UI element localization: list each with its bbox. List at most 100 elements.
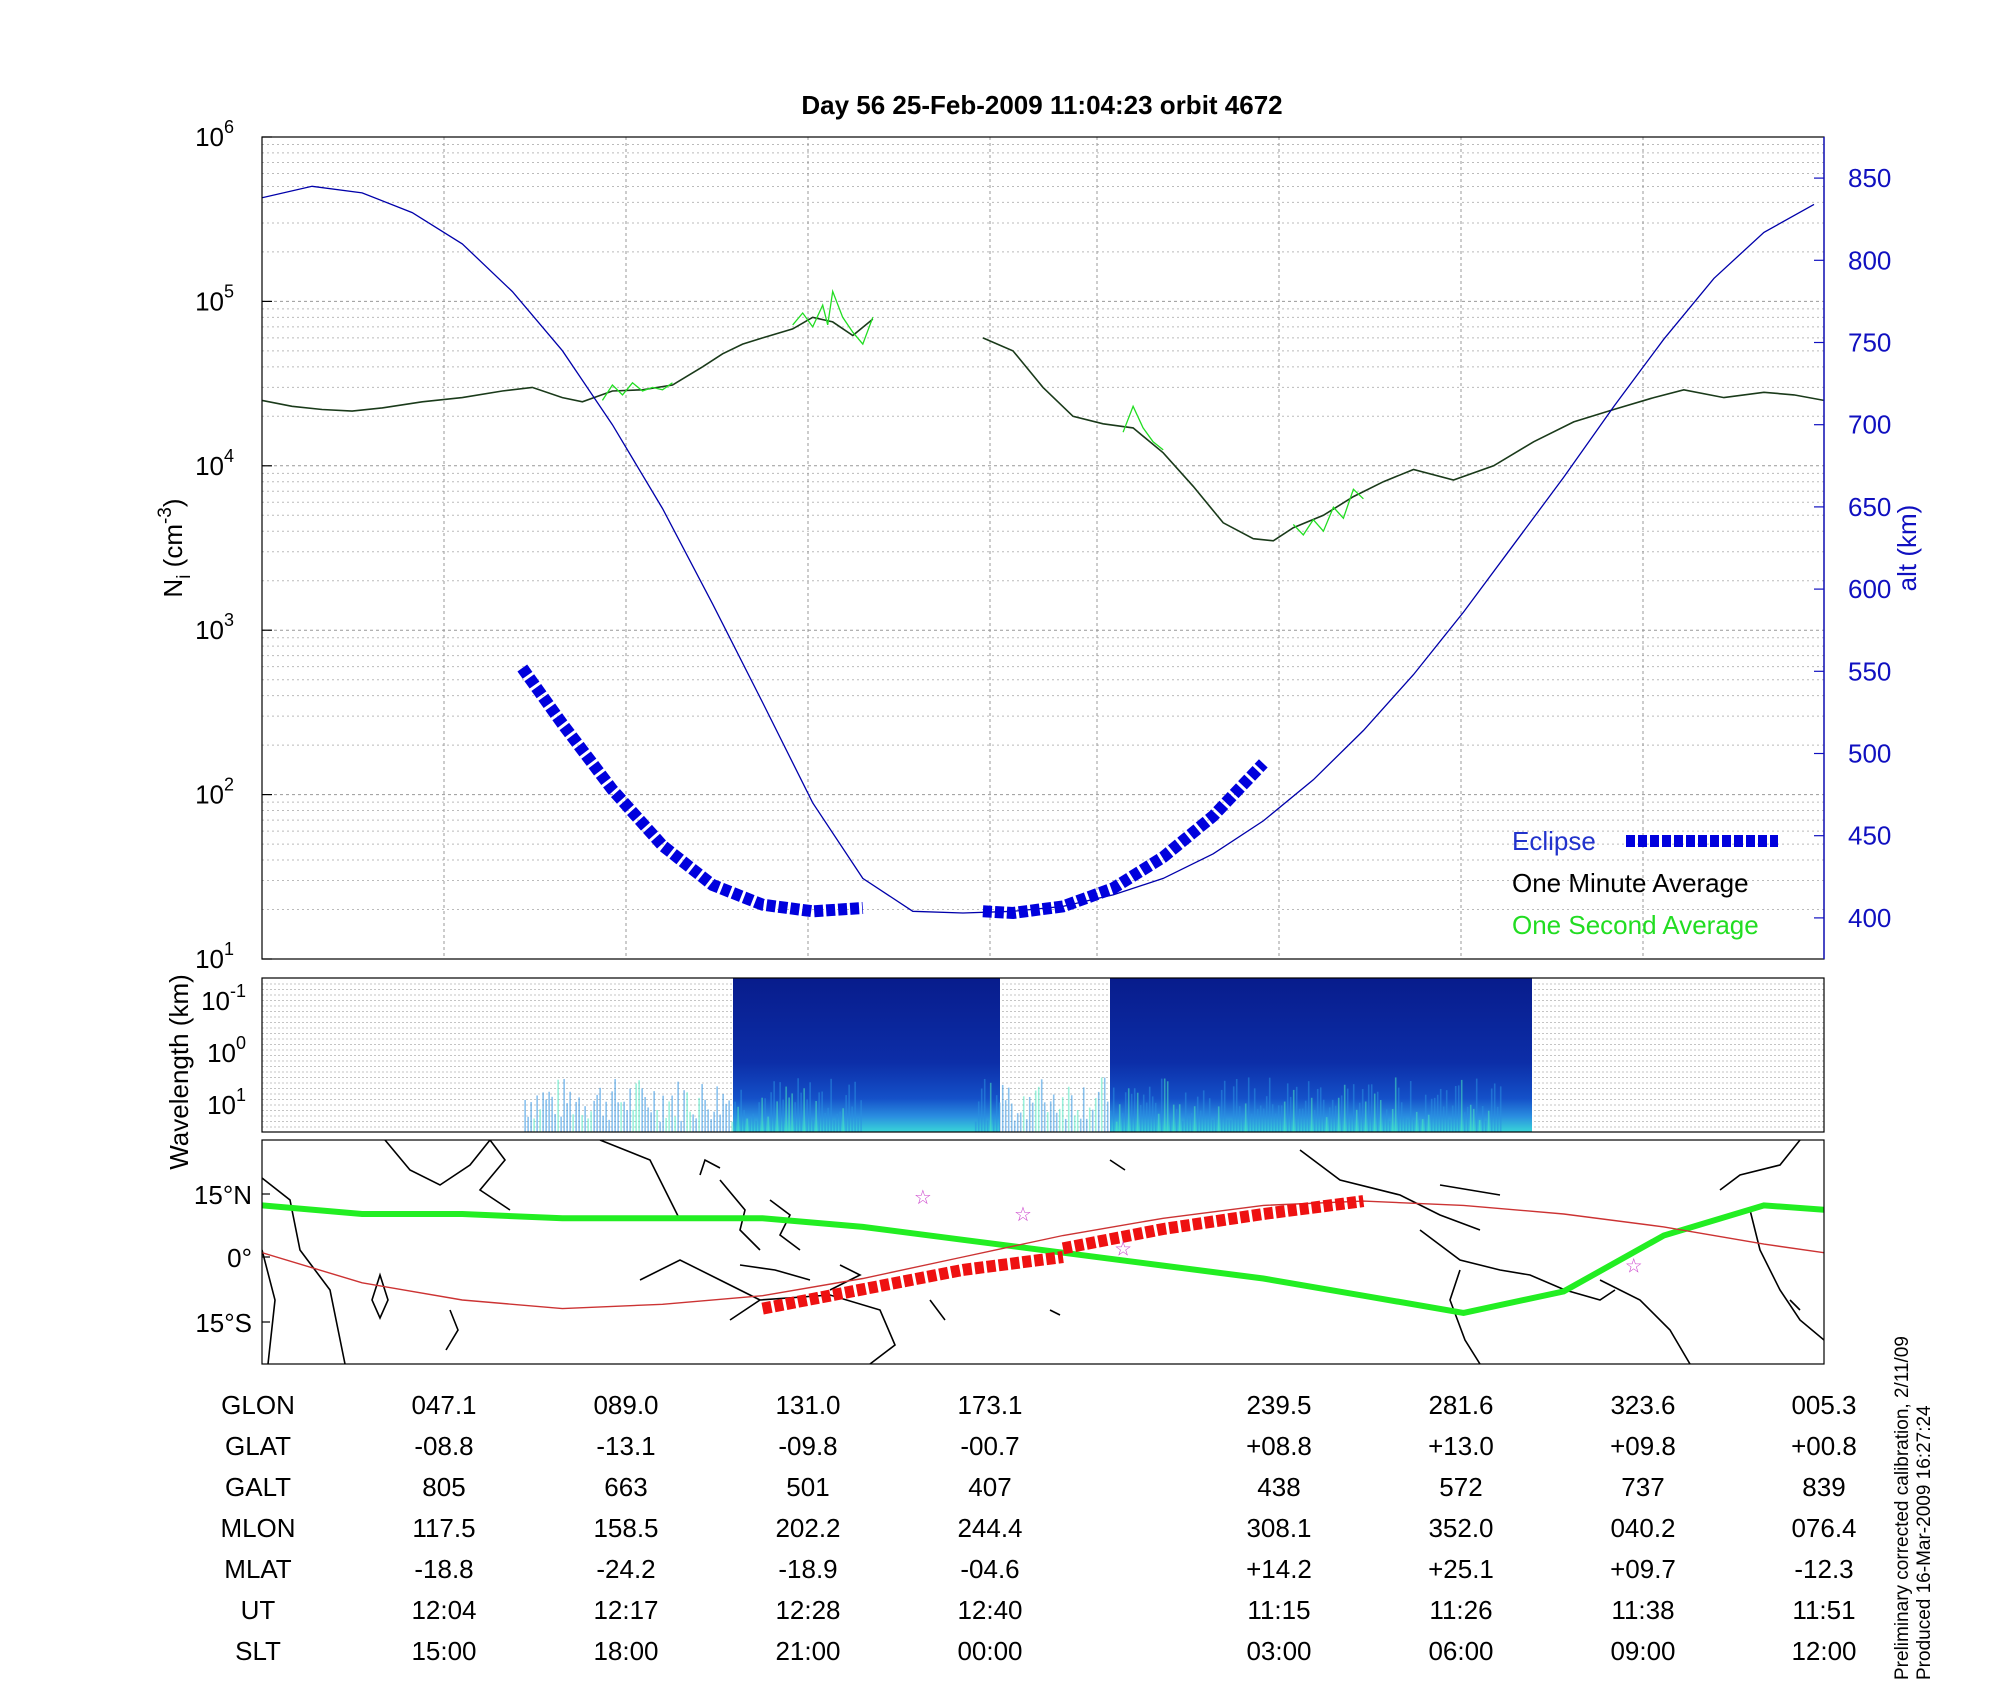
spectrogram-streak (1319, 1087, 1322, 1132)
spectrogram-streak (1256, 1109, 1259, 1132)
spectrogram-streak (1034, 1090, 1037, 1132)
spectrogram-streak (1244, 1103, 1247, 1132)
table-cell: 281.6 (1428, 1390, 1493, 1420)
spectrogram-streak (1106, 1101, 1109, 1132)
spectrogram-streak (572, 1114, 574, 1132)
y-tick-exponent: 1 (224, 939, 234, 959)
spectrogram-streak (1265, 1096, 1268, 1132)
spectrogram-streak (1157, 1113, 1160, 1132)
spectrogram-streak (1028, 1096, 1031, 1132)
spectrogram-streak (788, 1097, 790, 1132)
spectrogram-streak (821, 1091, 823, 1132)
density-minute-line (262, 316, 874, 412)
spectrogram-streak (746, 1118, 748, 1132)
spectrogram-streak (1253, 1088, 1256, 1132)
spectrogram-streak (989, 1082, 992, 1132)
spectrogram-streak (761, 1097, 763, 1132)
spectrogram-streak (815, 1100, 817, 1132)
spectrogram-streak (1442, 1106, 1445, 1132)
eclipse-segment (982, 759, 1268, 920)
y2-tick-label: 550 (1848, 656, 1891, 686)
table-cell: 202.2 (775, 1513, 840, 1543)
spectrogram-streak (1394, 1077, 1397, 1132)
spectrogram-streak (1217, 1106, 1220, 1132)
spectrogram-streak (1343, 1084, 1346, 1132)
spectrogram-streak (1205, 1115, 1208, 1132)
spectrogram-streak (1403, 1115, 1406, 1132)
spectrogram-streak (659, 1121, 661, 1132)
table-cell: 089.0 (593, 1390, 658, 1420)
table-cell: 805 (422, 1472, 465, 1502)
eclipse-segment (517, 664, 864, 918)
table-cell: 12:40 (957, 1595, 1022, 1625)
spectrogram-streak (1241, 1117, 1244, 1132)
spectrogram-streaks (524, 1077, 1502, 1132)
spectrogram-streak (551, 1096, 553, 1132)
table-cell: +00.8 (1791, 1431, 1857, 1461)
spectrogram-streak (545, 1099, 547, 1132)
spectrogram-streak (980, 1088, 983, 1132)
density-second-line (792, 288, 874, 346)
spectrogram-streak (569, 1091, 571, 1132)
spectrogram-streak (1346, 1088, 1349, 1132)
right-axis-ticks: 400 450 500 550 600 650 700 750 800 850 (1814, 163, 1891, 933)
spectrogram-streak (566, 1103, 568, 1132)
spectrogram-streak (650, 1112, 652, 1132)
spectrogram-streak (977, 1101, 980, 1132)
y-tick-exponent: 4 (224, 446, 234, 466)
spectrogram-streak (620, 1102, 622, 1132)
spectrogram-streak (1367, 1084, 1370, 1132)
table-cell: -18.9 (778, 1554, 837, 1584)
spectrogram-streak (740, 1089, 742, 1132)
chart-title: Day 56 25-Feb-2009 11:04:23 orbit 4672 (801, 90, 1282, 120)
spectrogram-streak (527, 1116, 529, 1132)
spectrogram-streak (1421, 1119, 1424, 1132)
y-tick-exponent: 6 (224, 117, 234, 137)
table-cell: 572 (1439, 1472, 1482, 1502)
density-second-line (601, 381, 673, 401)
spectrogram-streak (542, 1092, 544, 1132)
spectrogram-axis-label: Wavelength (km) (164, 974, 194, 1170)
spectrogram-streak (1409, 1081, 1412, 1132)
star-marker: ☆ (914, 1187, 932, 1209)
spectrogram-streak (626, 1110, 628, 1132)
spectrogram-streak (1178, 1104, 1181, 1132)
spectrogram-streak (1325, 1117, 1328, 1132)
spectrogram-streak (1091, 1109, 1094, 1132)
table-cell: 663 (604, 1472, 647, 1502)
spectrogram-streak (1400, 1102, 1403, 1132)
spectrogram-streak (1370, 1084, 1373, 1132)
spectrogram-streak (647, 1107, 649, 1132)
spectrogram-streak (614, 1079, 616, 1132)
table-cell: 158.5 (593, 1513, 658, 1543)
spectrogram-streak (1478, 1120, 1481, 1132)
spectrogram-streak (623, 1101, 625, 1132)
spectrogram-tick-base: 10 (207, 1038, 236, 1068)
table-cell: 15:00 (411, 1636, 476, 1666)
spectrogram-tick-exponent: 0 (236, 1033, 246, 1053)
y-tick-exponent: 2 (224, 775, 234, 795)
spectrogram-streak (1412, 1119, 1415, 1132)
spectrogram-streak (857, 1118, 859, 1132)
spectrogram-streak (767, 1116, 769, 1132)
spectrogram-streak (1223, 1080, 1226, 1132)
spectrogram-streak (1199, 1110, 1202, 1132)
spectrogram-streak (1211, 1119, 1214, 1132)
y2-tick-label: 700 (1848, 410, 1891, 440)
table-cell: 09:00 (1610, 1636, 1675, 1666)
spectrogram-streak (1316, 1088, 1319, 1132)
spectrogram-streak (1466, 1106, 1469, 1132)
spectrogram-streak (1202, 1090, 1205, 1132)
spectrogram-streak (1112, 1087, 1115, 1132)
spectrogram-streak (1019, 1112, 1022, 1132)
spectrogram-streak (1358, 1102, 1361, 1132)
spectrogram-streak (833, 1120, 835, 1132)
table-cell: 06:00 (1428, 1636, 1493, 1666)
spectrogram-streak (605, 1101, 607, 1132)
spectrogram-streak (860, 1100, 862, 1132)
spectrogram-streak (1475, 1078, 1478, 1132)
y-tick-exponent: 5 (224, 281, 234, 301)
spectrogram-streak (758, 1102, 760, 1132)
spectrogram-streak (803, 1088, 805, 1132)
spectrogram-streak (590, 1111, 592, 1132)
